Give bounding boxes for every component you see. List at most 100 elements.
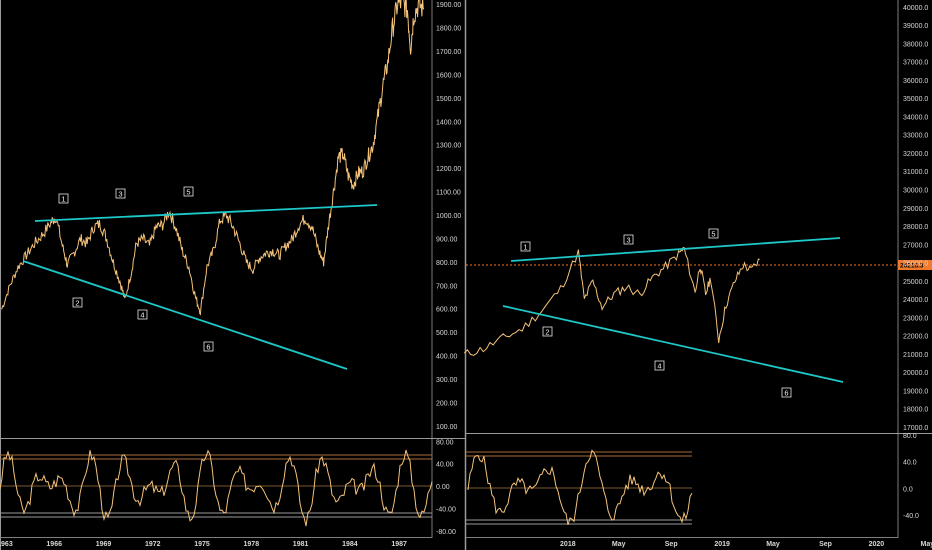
left-time-tick-label-1: 1966: [46, 541, 62, 548]
svg-text:5: 5: [186, 188, 190, 197]
left-lower-trendline[interactable]: [22, 260, 348, 370]
current-price-tag: 26218.3: [898, 260, 932, 270]
right-price-tick-label-22: 39000.0: [903, 23, 928, 30]
right-oscillator-chart[interactable]: [467, 449, 693, 526]
left-price-tick-label-11: 1200.00: [436, 166, 461, 173]
right-oscillator-line[interactable]: [467, 449, 693, 526]
left-price-tick-label-7: 800.00: [436, 260, 458, 267]
right-lower-trendline[interactable]: [502, 305, 844, 383]
right-price-tick-label-6: 23000.0: [903, 315, 928, 322]
left-price-tick-label-5: 600.00: [436, 307, 458, 314]
svg-text:3: 3: [118, 190, 122, 199]
left-price-tick-label-1: 200.00: [436, 400, 458, 407]
left-time-tick-label-6: 1981: [293, 541, 309, 548]
left-time-tick-label-7: 1984: [342, 541, 358, 548]
left-wave-label-2[interactable]: 2: [72, 297, 83, 308]
left-oscillator-chart[interactable]: [0, 449, 433, 527]
right-upper-trendline[interactable]: [510, 237, 841, 262]
left-price-tick-label-16: 1700.00: [436, 49, 461, 56]
left-time-tick-label-2: 1969: [96, 541, 112, 548]
left-upper-trendline[interactable]: [34, 204, 378, 222]
right-price-tick-label-18: 35000.0: [903, 96, 928, 103]
left-price-chart[interactable]: [1, 0, 425, 316]
right-osc-tick-label-0: 80.0: [903, 433, 917, 440]
right-price-tick-label-4: 21000.0: [903, 352, 928, 359]
left-osc-tick-label-2: 0.00: [436, 484, 450, 491]
right-price-tick-label-8: 25000.0: [903, 279, 928, 286]
right-price-tick-label-2: 19000.0: [903, 388, 928, 395]
right-wave-label-5[interactable]: 5: [708, 228, 719, 239]
right-price-tick-label-21: 38000.0: [903, 41, 928, 48]
left-oscillator-bands: [0, 454, 432, 518]
left-osc-tick-label-0: 80.00: [436, 439, 454, 446]
right-wave-label-6[interactable]: 6: [781, 387, 792, 398]
right-osc-tick-label-3: -40.0: [903, 513, 919, 520]
right-price-tick-label-11: 28000.0: [903, 224, 928, 231]
svg-text:6: 6: [784, 389, 788, 398]
left-price-tick-label-14: 1500.00: [436, 96, 461, 103]
left-time-tick-label-8: 1987: [391, 541, 407, 548]
left-time-tick-label-5: 1978: [244, 541, 260, 548]
left-oscillator-line[interactable]: [0, 449, 433, 527]
left-osc-tick-label-1: 40.00: [436, 462, 454, 469]
left-wave-label-1[interactable]: 1: [58, 193, 69, 204]
left-trendlines: [22, 204, 378, 370]
right-osc-tick-label-2: 0.0: [903, 486, 913, 493]
right-price-series-line[interactable]: [463, 246, 760, 356]
svg-text:2: 2: [75, 299, 79, 308]
left-price-tick-label-13: 1400.00: [436, 119, 461, 126]
right-price-tick-label-20: 37000.0: [903, 60, 928, 67]
right-price-tick-label-1: 18000.0: [903, 407, 928, 414]
right-wave-label-1[interactable]: 1: [520, 241, 531, 252]
svg-text:1: 1: [61, 195, 65, 204]
left-price-tick-label-2: 300.00: [436, 377, 458, 384]
right-price-tick-label-16: 33000.0: [903, 133, 928, 140]
right-price-tick-label-10: 27000.0: [903, 242, 928, 249]
left-price-tick-label-17: 1800.00: [436, 26, 461, 33]
left-price-series-line[interactable]: [1, 0, 425, 316]
right-wave-label-4[interactable]: 4: [654, 360, 665, 371]
right-time-tick-label-6: 2020: [869, 541, 885, 548]
left-price-tick-label-6: 700.00: [436, 283, 458, 290]
svg-text:3: 3: [626, 236, 630, 245]
svg-text:4: 4: [140, 311, 144, 320]
right-price-chart[interactable]: [463, 246, 760, 356]
right-price-tick-label-23: 40000.0: [903, 5, 928, 12]
left-wave-label-3[interactable]: 3: [115, 188, 126, 199]
right-price-tick-label-0: 17000.0: [903, 425, 928, 432]
right-price-tick-label-5: 22000.0: [903, 334, 928, 341]
right-price-tick-label-9: 26000.0: [903, 261, 928, 268]
right-price-tick-label-13: 30000.0: [903, 188, 928, 195]
svg-text:1: 1: [523, 243, 527, 252]
left-price-tick-label-12: 1300.00: [436, 143, 461, 150]
right-wave-label-3[interactable]: 3: [623, 234, 634, 245]
right-price-tick-label-14: 31000.0: [903, 169, 928, 176]
left-price-tick-label-8: 900.00: [436, 236, 458, 243]
left-wave-label-5[interactable]: 5: [183, 186, 194, 197]
right-osc-tick-label-1: 40.0: [903, 460, 917, 467]
left-wave-label-4[interactable]: 4: [137, 309, 148, 320]
left-price-tick-label-4: 500.00: [436, 330, 458, 337]
right-time-tick-label-7: May: [921, 541, 932, 548]
left-wave-label-6[interactable]: 6: [203, 341, 214, 352]
right-price-tick-label-7: 24000.0: [903, 297, 928, 304]
right-time-tick-label-3: 2019: [714, 541, 730, 548]
right-price-tick-label-12: 29000.0: [903, 206, 928, 213]
current-price-tag-bg: [898, 260, 932, 270]
right-price-tick-label-19: 36000.0: [903, 78, 928, 85]
right-trendlines: [502, 237, 844, 383]
right-time-tick-label-2: Sep: [665, 541, 678, 548]
left-time-tick-label-0: 1963: [0, 541, 13, 548]
right-wave-labels: 1 2 3 4 5 6: [520, 228, 792, 398]
right-wave-label-2[interactable]: 2: [542, 326, 553, 337]
svg-text:5: 5: [711, 230, 715, 239]
current-price-tag-label: 26218.3: [900, 263, 924, 270]
svg-text:2: 2: [545, 328, 549, 337]
right-price-tick-label-17: 34000.0: [903, 114, 928, 121]
left-price-tick-label-0: 100.00: [436, 424, 458, 431]
left-price-tick-label-15: 1600.00: [436, 72, 461, 79]
left-price-tick-label-18: 1900.00: [436, 2, 461, 9]
left-time-tick-label-4: 1975: [194, 541, 210, 548]
